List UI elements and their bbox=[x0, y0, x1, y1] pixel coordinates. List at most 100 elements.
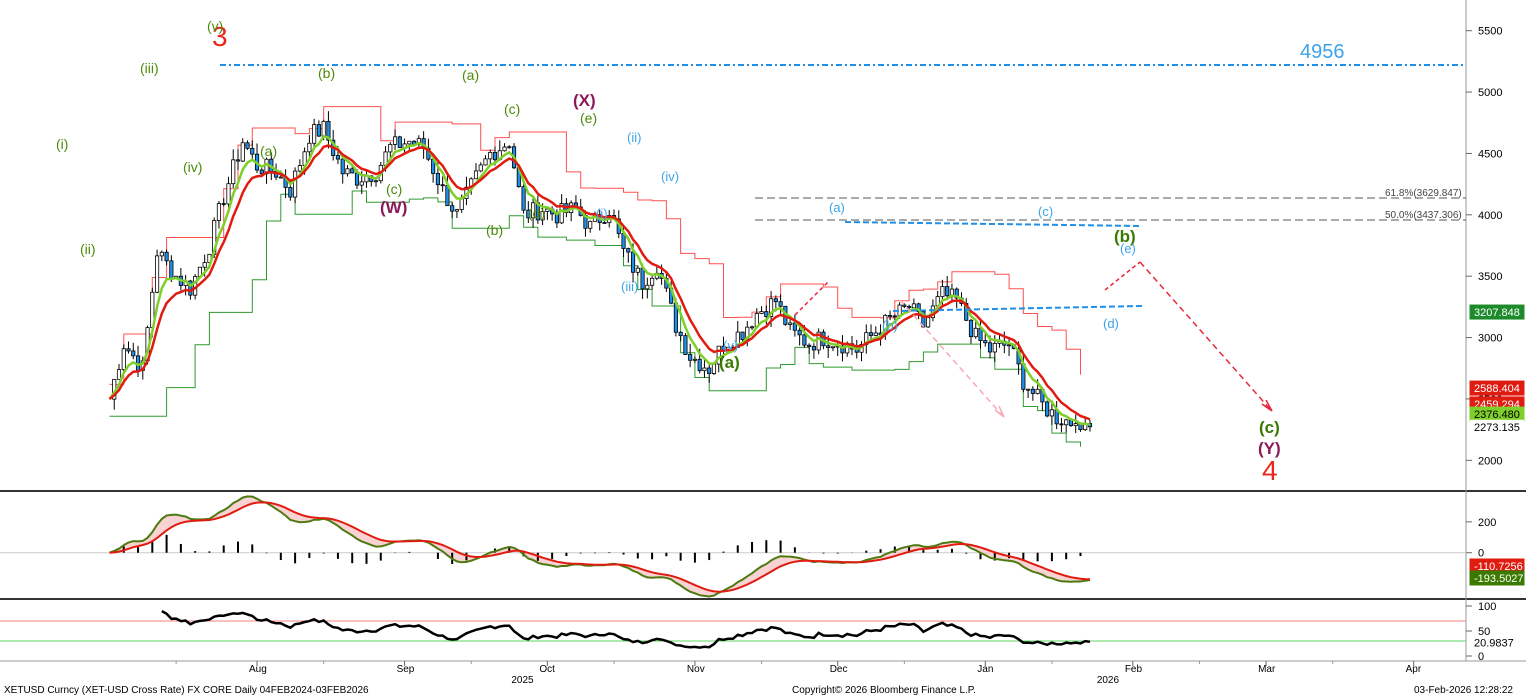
candle-body bbox=[350, 168, 355, 174]
axis-tag-bg bbox=[1469, 570, 1525, 586]
rsi-tick-label: 100 bbox=[1478, 601, 1496, 613]
candle-body bbox=[773, 298, 778, 303]
candle-body bbox=[297, 165, 302, 172]
axis-tag-bg bbox=[1470, 419, 1524, 434]
candle-body bbox=[526, 209, 531, 219]
candle-body bbox=[250, 147, 255, 155]
candle-body bbox=[797, 329, 802, 336]
candle-body bbox=[521, 186, 526, 211]
axis-tag-label: 2588.404 bbox=[1474, 383, 1520, 395]
axis-tag-label: 2376.480 bbox=[1474, 409, 1520, 421]
candle-body bbox=[531, 202, 536, 219]
candle-body bbox=[221, 203, 226, 205]
candle-body bbox=[492, 151, 498, 161]
candle-body bbox=[907, 306, 912, 309]
axis-tag-label: 20.9837 bbox=[1474, 638, 1514, 650]
candle-body bbox=[126, 348, 131, 352]
candle-body bbox=[983, 340, 988, 344]
fib-618-label: 61.8%(3629.847) bbox=[1385, 188, 1462, 199]
candle-body bbox=[816, 331, 821, 351]
x-tick-label: Sep bbox=[397, 664, 415, 675]
x-tick-label: Aug bbox=[249, 664, 267, 675]
candle-body bbox=[707, 367, 712, 374]
axis-tag-bg bbox=[1470, 635, 1524, 650]
candle-body bbox=[131, 350, 136, 357]
rsi-tick-label: 50 bbox=[1478, 626, 1490, 638]
x-tick-label: Nov bbox=[687, 664, 705, 675]
candle-body bbox=[911, 303, 916, 309]
wave-ii-label: (ii) bbox=[80, 241, 96, 257]
candle-body bbox=[235, 159, 241, 162]
price-tick-label: 4000 bbox=[1478, 210, 1502, 222]
x-year-label: 2026 bbox=[1097, 675, 1120, 686]
wave-i-label: (i) bbox=[56, 136, 68, 152]
wave-ii-blue-label: (ii) bbox=[627, 130, 641, 145]
footer-left: XETUSD Curncy (XET-USD Cross Rate) FX CO… bbox=[4, 685, 369, 696]
wave-e-label-1: (e) bbox=[580, 110, 597, 126]
candle-body bbox=[645, 284, 650, 290]
step-band-line bbox=[109, 106, 1081, 385]
candle-body bbox=[968, 319, 974, 338]
wave-v-label: (v) bbox=[207, 18, 223, 34]
candle-body bbox=[483, 158, 488, 166]
x-tick-label: Mar bbox=[1258, 664, 1276, 675]
candle-body bbox=[345, 168, 350, 175]
candle-body bbox=[164, 251, 169, 262]
wave-iii-blue-label: (iii) bbox=[621, 279, 638, 294]
candle-body bbox=[826, 345, 831, 348]
candle-body bbox=[1073, 423, 1078, 426]
candle-body bbox=[478, 164, 483, 172]
x-tick-label: Dec bbox=[830, 664, 848, 675]
x-tick-label: Jan bbox=[977, 664, 993, 675]
candle-body bbox=[940, 286, 945, 298]
candle-body bbox=[945, 286, 950, 297]
footer-right: 03-Feb-2026 12:28:22 bbox=[1414, 685, 1513, 696]
candle-body bbox=[740, 331, 745, 340]
candle-body bbox=[626, 248, 631, 253]
candle-body bbox=[987, 342, 993, 353]
candle-body bbox=[359, 181, 364, 186]
triangle-lower bbox=[892, 305, 1143, 312]
candle-body bbox=[888, 315, 893, 317]
candle-body bbox=[1059, 423, 1064, 426]
candle-body bbox=[435, 173, 440, 186]
candle-body bbox=[697, 358, 702, 372]
candle-body bbox=[316, 124, 321, 137]
wave-b-big-label: (b) bbox=[1114, 227, 1136, 246]
candle-body bbox=[159, 251, 164, 257]
macd-tick-label: 0 bbox=[1478, 548, 1484, 560]
x-tick-label: Feb bbox=[1125, 664, 1143, 675]
price-tick-label: 5000 bbox=[1478, 87, 1502, 99]
candle-body bbox=[459, 198, 464, 210]
candle-body bbox=[202, 262, 207, 268]
candle-body bbox=[293, 170, 298, 198]
candle-body bbox=[640, 267, 645, 290]
candle-body bbox=[868, 332, 874, 336]
candle-body bbox=[788, 322, 793, 325]
wave-iii-label: (iii) bbox=[140, 60, 159, 76]
candle-body bbox=[440, 184, 445, 187]
projection-arrow bbox=[1139, 261, 1271, 410]
wave-a-label-1: (a) bbox=[260, 143, 277, 159]
candle-body bbox=[354, 172, 360, 186]
candle-body bbox=[340, 158, 345, 175]
wave-W-label: (W) bbox=[380, 198, 407, 217]
candle-body bbox=[688, 354, 693, 361]
axis-tag-label: -193.5027 bbox=[1474, 573, 1524, 585]
candle-body bbox=[759, 311, 764, 314]
x-axis-ticks: Aug Sep Oct Nov Dec Jan Feb Mar Apr 2025 2026 bbox=[175, 661, 1422, 686]
candle-body bbox=[954, 288, 959, 299]
rsi-line bbox=[161, 610, 1091, 649]
candle-body bbox=[692, 358, 697, 361]
candle-body bbox=[678, 331, 683, 337]
candle-body bbox=[388, 144, 393, 153]
macd-tick-label: 200 bbox=[1478, 517, 1496, 529]
candle-body bbox=[926, 317, 931, 328]
wave-X-label: (X) bbox=[573, 91, 596, 110]
candle-body bbox=[1064, 419, 1069, 426]
fib-500-label: 50.0%(3437.306) bbox=[1385, 210, 1462, 221]
candle-body bbox=[312, 124, 317, 144]
candle-body bbox=[450, 205, 455, 212]
macd-panel: 2000 bbox=[0, 495, 1496, 598]
candle-body bbox=[1026, 388, 1031, 391]
